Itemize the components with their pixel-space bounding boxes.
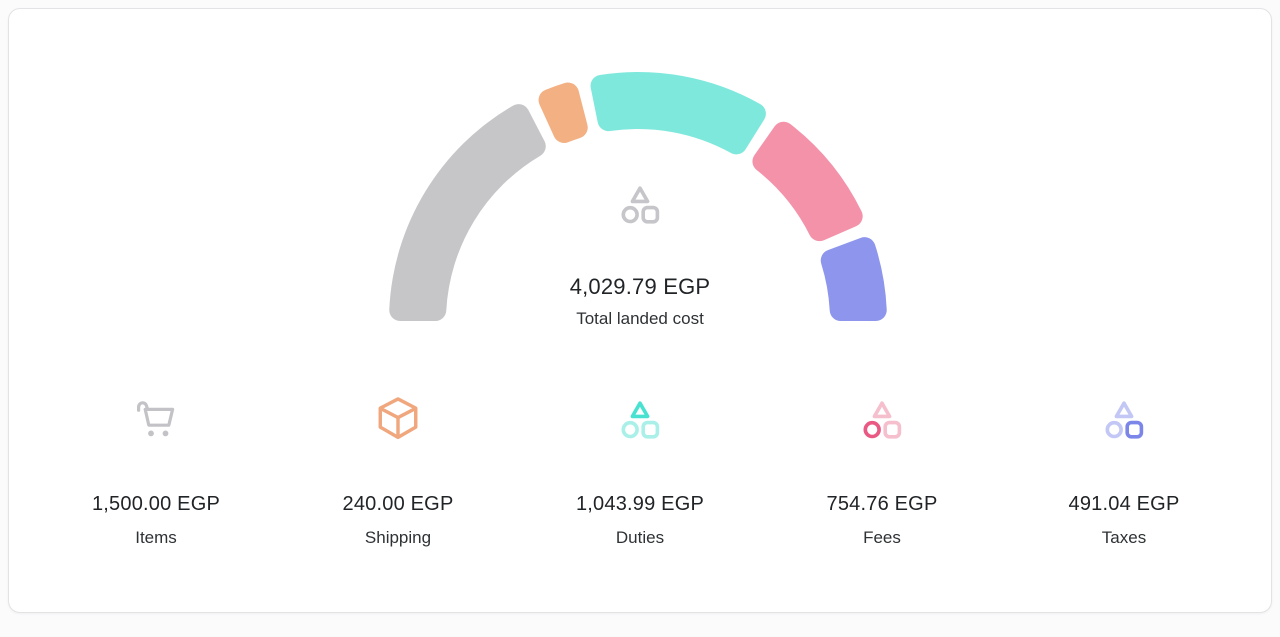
- shapes-fees-icon: [859, 394, 905, 444]
- items-value: 1,500.00 EGP: [91, 493, 221, 515]
- items-label: Items: [135, 528, 177, 547]
- shipping-label: Shipping: [364, 528, 432, 547]
- shapes-duties-icon: [617, 394, 663, 444]
- breakdown-item-duties: 1,043.99 EGP Duties: [519, 394, 761, 548]
- duties-label: Duties: [615, 528, 665, 547]
- cost-breakdown-row: 1,500.00 EGP Items 240.00 EGP Shipping: [9, 394, 1271, 548]
- breakdown-item-fees: 754.76 EGP Fees: [761, 394, 1003, 548]
- breakdown-item-shipping: 240.00 EGP Shipping: [277, 394, 519, 548]
- taxes-label: Taxes: [1101, 528, 1147, 547]
- breakdown-item-items: 1,500.00 EGP Items: [35, 394, 277, 548]
- landed-cost-gauge-area: 4,029.79 EGP Total landed cost: [9, 9, 1271, 339]
- taxes-value: 491.04 EGP: [1068, 493, 1180, 515]
- gauge-segment-shipping[interactable]: [538, 82, 588, 143]
- duties-value: 1,043.99 EGP: [575, 493, 705, 515]
- fees-label: Fees: [863, 528, 901, 547]
- shipping-value: 240.00 EGP: [342, 493, 454, 515]
- gauge-segment-fees[interactable]: [752, 121, 863, 242]
- package-icon: [374, 394, 422, 444]
- page: 4,029.79 EGP Total landed cost 1,500.00 …: [0, 8, 1280, 613]
- cart-icon: [134, 394, 178, 444]
- landed-cost-card: 4,029.79 EGP Total landed cost 1,500.00 …: [8, 8, 1272, 613]
- gauge-segment-taxes[interactable]: [820, 237, 887, 321]
- landed-cost-gauge-chart[interactable]: [9, 9, 1271, 339]
- gauge-segment-items[interactable]: [389, 104, 546, 322]
- breakdown-item-taxes: 491.04 EGP Taxes: [1003, 394, 1245, 548]
- gauge-segment-duties[interactable]: [590, 72, 766, 155]
- fees-value: 754.76 EGP: [826, 493, 938, 515]
- shapes-taxes-icon: [1101, 394, 1147, 444]
